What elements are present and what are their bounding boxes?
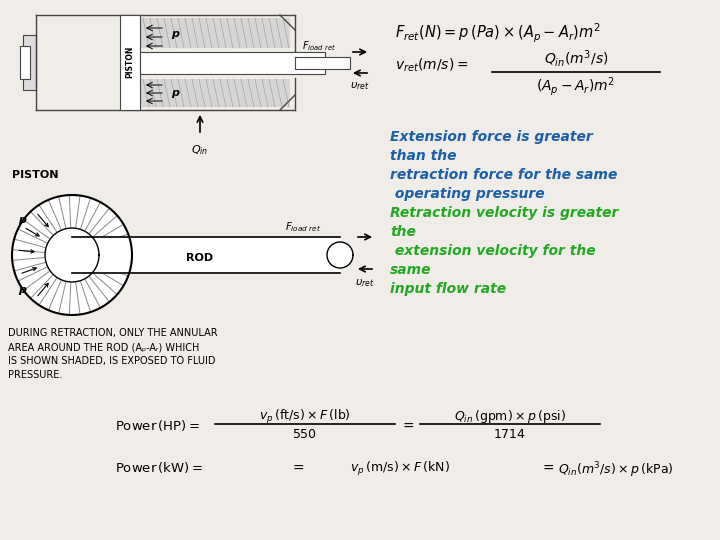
Text: $v_{ret}(m/s) = $: $v_{ret}(m/s) = $: [395, 56, 469, 73]
Polygon shape: [45, 228, 99, 282]
Bar: [23, 35, 36, 90]
Text: $\upsilon_{ret}$: $\upsilon_{ret}$: [355, 277, 374, 289]
Polygon shape: [327, 242, 353, 268]
Text: p: p: [171, 29, 179, 39]
Bar: [140, 79, 290, 107]
Text: $Q_{in}(m^3/s) \times p\,\mathrm{(kPa)}$: $Q_{in}(m^3/s) \times p\,\mathrm{(kPa)}$: [558, 460, 674, 480]
Text: $Q_{in}\,\mathrm{(gpm)} \times p\,\mathrm{(psi)}$: $Q_{in}\,\mathrm{(gpm)} \times p\,\mathr…: [454, 408, 566, 425]
Text: $\mathrm{Power\,(kW)} = $: $\mathrm{Power\,(kW)} = $: [115, 460, 203, 475]
Text: $F_{ret}(N) = p\,(Pa) \times (A_p - A_r)m^2$: $F_{ret}(N) = p\,(Pa) \times (A_p - A_r)…: [395, 22, 601, 45]
Text: p: p: [171, 88, 179, 98]
Text: $\mathrm{Power\,(HP)} = $: $\mathrm{Power\,(HP)} = $: [115, 418, 200, 433]
Text: $Q_{in}(m^3/s)$: $Q_{in}(m^3/s)$: [544, 48, 608, 69]
Text: $\upsilon_{ret}$: $\upsilon_{ret}$: [350, 80, 369, 92]
Text: $F_{load\ ret}$: $F_{load\ ret}$: [285, 220, 321, 234]
Text: input flow rate: input flow rate: [390, 282, 506, 296]
Polygon shape: [12, 195, 132, 315]
Text: ROD: ROD: [218, 58, 242, 68]
Text: $v_p\,\mathrm{(ft/s)} \times F\,\mathrm{(lb)}$: $v_p\,\mathrm{(ft/s)} \times F\,\mathrm{…: [259, 408, 351, 426]
Text: $Q_{in}$: $Q_{in}$: [192, 143, 209, 157]
Text: retraction force for the same: retraction force for the same: [390, 168, 617, 182]
Text: operating pressure: operating pressure: [390, 187, 544, 201]
Bar: [140, 52, 325, 74]
Text: DURING RETRACTION, ONLY THE ANNULAR
AREA AROUND THE ROD (Aₚ-Aᵣ) WHICH
IS SHOWN S: DURING RETRACTION, ONLY THE ANNULAR AREA…: [8, 328, 217, 380]
Text: PISTON: PISTON: [12, 170, 58, 180]
Text: $(A_p - A_r)m^2$: $(A_p - A_r)m^2$: [536, 76, 616, 98]
Text: $=$: $=$: [400, 418, 415, 432]
Text: $=$: $=$: [540, 460, 555, 474]
Text: p: p: [18, 285, 26, 295]
Text: PISTON: PISTON: [125, 46, 135, 78]
Text: $F_{load\ ret}$: $F_{load\ ret}$: [302, 39, 336, 53]
Text: $=$: $=$: [290, 460, 305, 474]
Text: ROD: ROD: [186, 253, 214, 263]
Bar: [20, 46, 30, 79]
Text: than the: than the: [390, 149, 456, 163]
Text: $550$: $550$: [292, 428, 318, 441]
Bar: [140, 18, 290, 48]
Text: $v_p\,\mathrm{(m/s)} \times F\,\mathrm{(kN)}$: $v_p\,\mathrm{(m/s)} \times F\,\mathrm{(…: [350, 460, 450, 478]
Text: $1714$: $1714$: [493, 428, 526, 441]
Text: Extension force is greater: Extension force is greater: [390, 130, 593, 144]
Bar: [295, 57, 350, 69]
Text: Retraction velocity is greater: Retraction velocity is greater: [390, 206, 618, 220]
Text: same: same: [390, 263, 431, 277]
Text: p: p: [18, 215, 26, 225]
Text: the: the: [390, 225, 416, 239]
Text: extension velocity for the: extension velocity for the: [390, 244, 595, 258]
Bar: [120, 15, 140, 110]
